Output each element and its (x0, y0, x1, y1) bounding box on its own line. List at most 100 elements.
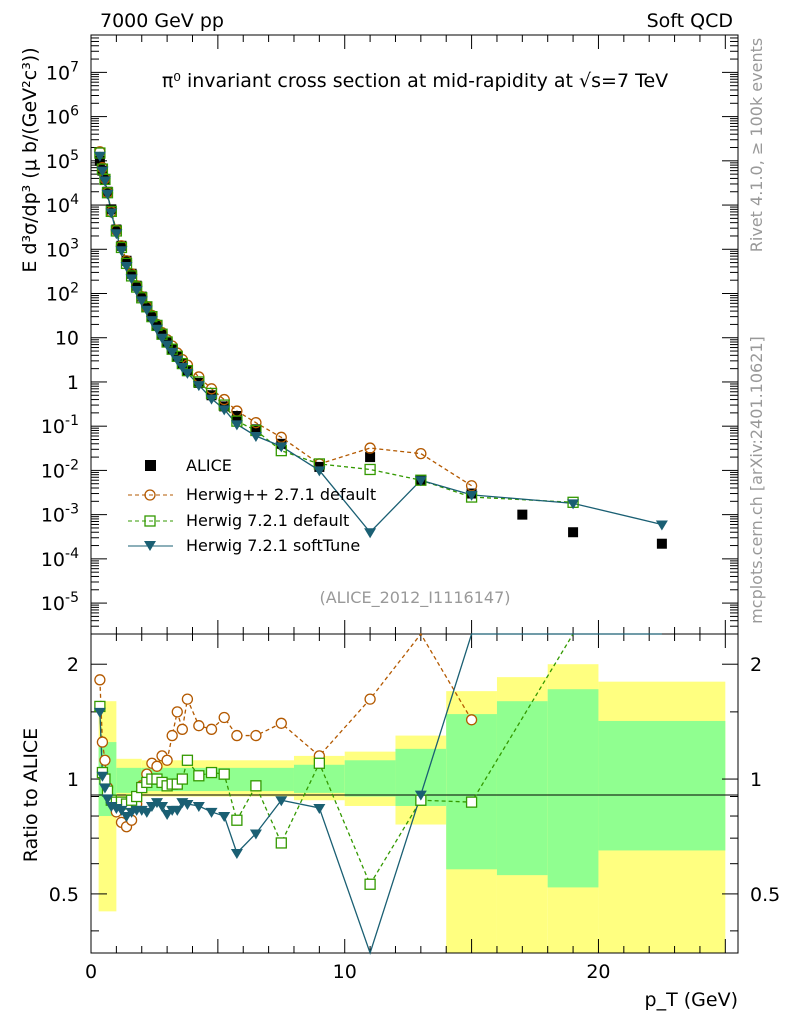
ratio-tick-label: 1 (67, 769, 79, 791)
herwig7-ratio-point (181, 754, 194, 766)
herwigpp-ratio-point (275, 717, 287, 729)
herwigpp-ratio-point (205, 723, 218, 735)
herwigpp-ratio-point (181, 693, 194, 705)
herwigpp-ratio-point (218, 711, 230, 724)
softtune-point (176, 362, 189, 373)
softtune-ratio-point (313, 803, 326, 814)
alice-point (656, 538, 667, 549)
softtune-point (218, 405, 231, 416)
herwigpp-ratio-point (161, 754, 173, 766)
y-tick-label: 1 (67, 372, 79, 394)
herwigpp-ratio-point (96, 736, 109, 748)
herwigpp-ratio-point (94, 674, 106, 686)
herwigpp-ratio-point (151, 760, 163, 772)
herwigpp-ratio-point (166, 729, 178, 742)
legend-alice: ALICE (186, 456, 232, 475)
herwigpp-ratio-point (364, 693, 376, 705)
header-left: 7000 GeV pp (100, 10, 224, 32)
softtune-point (105, 208, 118, 219)
herwig7-ratio-point (275, 837, 287, 849)
softtune-point (567, 499, 580, 510)
ratio-band-inner (547, 689, 599, 888)
ratio-band-inner (496, 701, 548, 876)
herwig7-ratio-point (205, 766, 218, 779)
softtune-ratio-point (98, 783, 111, 794)
softtune-point (166, 347, 179, 358)
softtune-point (192, 381, 205, 392)
ratio-band-inner (344, 760, 396, 797)
data-markers (93, 146, 668, 890)
softtune-point (96, 166, 109, 177)
ratio-band-inner (598, 720, 726, 851)
legend-herwigpp-marker (144, 489, 156, 501)
softtune-point (125, 274, 138, 285)
ratio-tick-label: 0.5 (49, 884, 79, 906)
herwigpp-point (364, 442, 376, 454)
softtune-point (171, 355, 184, 366)
herwig7-ratio-point (218, 768, 230, 780)
y-tick-label: 102 (46, 281, 79, 306)
herwigpp-ratio-point (231, 729, 243, 742)
herwigpp-ratio-point (176, 723, 188, 735)
alice-point (126, 268, 137, 279)
y-tick-label: 10-4 (41, 546, 79, 571)
herwigpp-ratio-point (99, 754, 111, 766)
softtune-point (230, 420, 243, 431)
softtune-ratio-point (93, 707, 106, 718)
softtune-point (414, 476, 427, 487)
y-tick-label: 104 (46, 192, 79, 217)
herwigpp-ratio-point (171, 706, 183, 718)
ratio-tick-label: 1 (750, 769, 762, 791)
softtune-ratio-point (249, 829, 262, 840)
herwig7-ratio-point (231, 814, 243, 826)
softtune-point (655, 520, 668, 531)
axes: 0 10 20 10-5 10-4 10-3 10-2 10-1 1 10 102 103 104 105… (41, 34, 780, 983)
y-tick-label: 10-1 (41, 413, 79, 438)
softtune-point (465, 490, 478, 501)
alice-point (568, 527, 579, 538)
softtune-point (115, 246, 128, 257)
ratio-band-inner (293, 764, 345, 793)
series-line (99, 155, 663, 534)
herwig7-ratio-point (250, 780, 262, 792)
softtune-point (161, 340, 174, 351)
softtune-point (140, 305, 153, 316)
herwigpp-point (275, 431, 287, 443)
softtune-point (120, 261, 133, 272)
herwig7-ratio-point (176, 773, 188, 785)
softtune-point (249, 431, 262, 442)
legend-herwig7-marker (144, 515, 156, 527)
y-tick-label: 103 (46, 236, 79, 261)
legend-herwigpp: Herwig++ 2.7.1 default (186, 485, 376, 504)
legend-alice-marker (145, 460, 156, 471)
herwig7-point (364, 463, 376, 476)
ratio-tick-label: 2 (750, 654, 762, 676)
herwigpp-point (250, 417, 262, 429)
alice-point (116, 240, 127, 251)
alice-point (121, 255, 132, 266)
softtune-ratio-point (115, 805, 128, 816)
y-tick-label: 10-2 (41, 457, 79, 482)
softtune-point (313, 466, 326, 477)
softtune-point (98, 176, 111, 187)
rivet-label: Rivet 4.1.0, ≥ 100k events (747, 38, 766, 252)
ratio-tick-label: 2 (67, 654, 79, 676)
mcplots-label: mcplots.cern.ch [arXiv:2401.10621] (747, 336, 766, 624)
legend-softtune: Herwig 7.2.1 softTune (186, 536, 360, 555)
x-tick-label: 0 (85, 961, 97, 983)
y-tick-label: 106 (46, 104, 79, 129)
herwigpp-point (465, 480, 478, 492)
legend-softtune-marker (144, 541, 156, 551)
alice-point (250, 424, 261, 435)
softtune-ratio-point (96, 771, 109, 782)
softtune-ratio-point (156, 801, 169, 812)
chart-title: π⁰ invariant cross section at mid-rapidi… (162, 70, 668, 92)
softtune-point (101, 189, 114, 200)
softtune-ratio-point (171, 805, 184, 816)
herwig7-ratio-point (193, 770, 205, 782)
herwig7-ratio-point (313, 757, 326, 769)
ratio-band-inner (446, 714, 497, 870)
softtune-point (275, 442, 288, 453)
softtune-point (110, 229, 123, 240)
softtune-ratio-point (205, 807, 218, 818)
